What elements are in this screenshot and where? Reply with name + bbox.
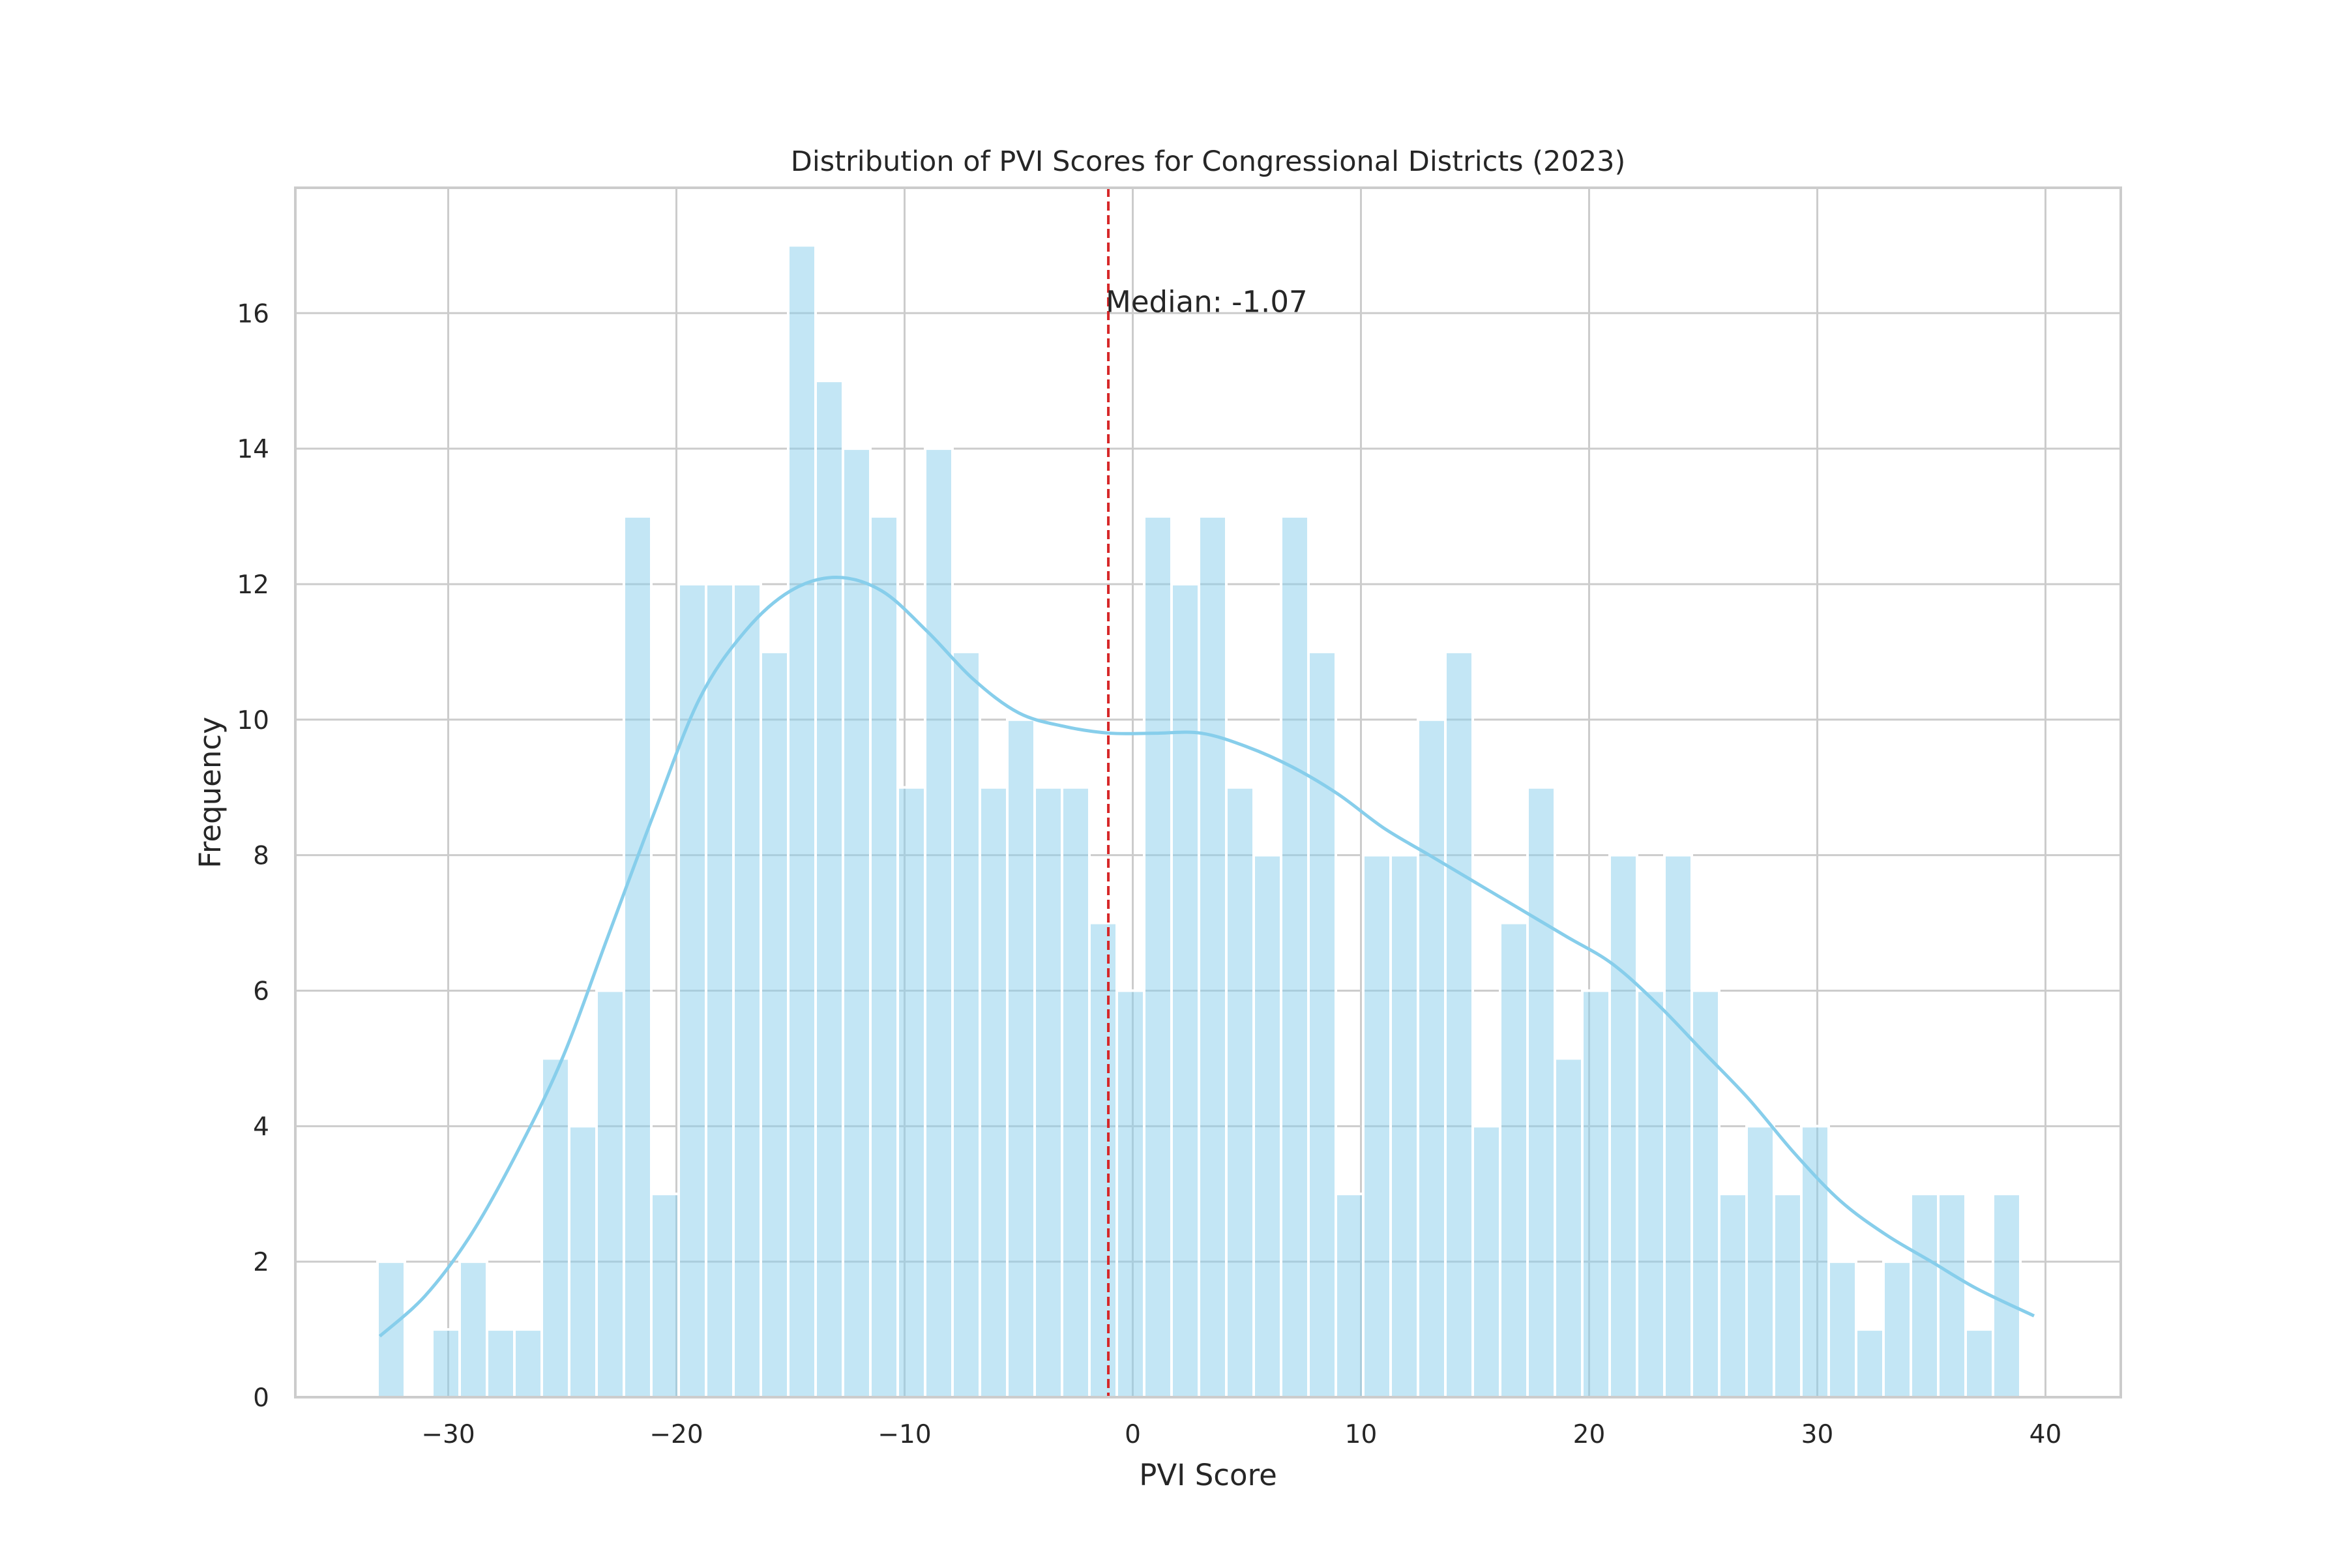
x-tick-label: −20 <box>649 1420 703 1449</box>
y-tick-label: 6 <box>253 977 269 1006</box>
histogram-bar <box>1855 1328 1885 1399</box>
histogram-bar <box>595 989 625 1398</box>
chart-title: Distribution of PVI Scores for Congressi… <box>791 145 1626 178</box>
histogram-bar <box>1636 989 1666 1398</box>
histogram-bar <box>1143 515 1173 1398</box>
y-tick-label: 4 <box>253 1112 269 1142</box>
histogram-bar <box>760 650 790 1398</box>
histogram-bar <box>1252 853 1282 1398</box>
histogram-bar <box>1225 786 1255 1399</box>
histogram-bar <box>814 379 844 1398</box>
y-tick-label: 14 <box>237 435 269 464</box>
histogram-bar <box>1335 1192 1365 1399</box>
x-tick-label: −10 <box>878 1420 931 1449</box>
histogram-bar <box>924 447 954 1398</box>
histogram-bar <box>650 1192 680 1399</box>
histogram-bar <box>1006 718 1036 1398</box>
histogram-bar <box>458 1260 488 1398</box>
histogram-bar <box>677 582 707 1398</box>
x-tick-label: 0 <box>1125 1420 1141 1449</box>
histogram-bar <box>1198 515 1228 1398</box>
histogram-bar <box>1663 853 1693 1398</box>
histogram-bar <box>1115 989 1145 1398</box>
histogram-bar <box>568 1125 598 1398</box>
histogram-bar <box>1280 515 1310 1398</box>
histogram-bar <box>1992 1192 2022 1399</box>
histogram-bar <box>1499 921 1529 1399</box>
y-tick-label: 10 <box>237 706 269 735</box>
histogram-bar <box>1910 1192 1940 1399</box>
y-axis-ticks: 0 2 4 6 8 10 12 14 16 <box>237 299 269 1413</box>
histogram-bar <box>1526 786 1556 1399</box>
histogram-bar <box>1690 989 1720 1398</box>
histogram-bar <box>376 1260 406 1398</box>
x-axis-ticks: −30 −20 −10 0 10 20 30 40 <box>421 1420 2061 1449</box>
histogram-bars <box>376 244 2022 1399</box>
histogram-bar <box>513 1328 543 1399</box>
histogram-bar <box>1773 1192 1803 1399</box>
y-tick-label: 2 <box>253 1248 269 1277</box>
histogram-bar <box>1827 1260 1857 1398</box>
kde-curve <box>378 576 2035 1338</box>
x-axis-label: PVI Score <box>1139 1458 1277 1492</box>
histogram-bar <box>787 244 817 1398</box>
histogram-bar <box>1444 650 1474 1398</box>
x-tick-label: −30 <box>421 1420 475 1449</box>
histogram-bar <box>1745 1125 1775 1398</box>
histogram-bar <box>732 582 762 1398</box>
histogram-bar <box>1088 921 1118 1399</box>
y-tick-label: 0 <box>253 1383 269 1413</box>
x-tick-label: 40 <box>2030 1420 2062 1449</box>
histogram-bar <box>1718 1192 1748 1399</box>
x-tick-label: 30 <box>1801 1420 1834 1449</box>
histogram-bar <box>1964 1328 1994 1399</box>
y-axis-label: Frequency <box>193 717 228 868</box>
histogram-bar <box>1061 786 1091 1399</box>
histogram-bar <box>896 786 926 1399</box>
histogram-bar <box>1608 853 1638 1398</box>
histogram-bar <box>979 786 1009 1399</box>
histogram-bar <box>1417 718 1447 1398</box>
plot-frame <box>294 186 2122 1398</box>
histogram-bar <box>431 1328 461 1399</box>
median-annotation: Median: -1.07 <box>1106 285 1308 319</box>
histogram-bar <box>1307 650 1337 1398</box>
histogram-bar <box>705 582 735 1398</box>
histogram-bar <box>1170 582 1200 1398</box>
histogram-bar <box>486 1328 516 1399</box>
histogram-bar <box>1554 1057 1584 1399</box>
x-tick-label: 10 <box>1345 1420 1378 1449</box>
histogram-bar <box>1581 989 1611 1398</box>
histogram-bar <box>1389 853 1419 1398</box>
x-tick-label: 20 <box>1573 1420 1606 1449</box>
y-tick-label: 12 <box>237 570 269 600</box>
histogram-bar <box>951 650 981 1398</box>
histogram-bar <box>1882 1260 1912 1398</box>
histogram-bar <box>1033 786 1063 1399</box>
histogram-bar <box>1362 853 1392 1398</box>
histogram-bar <box>1937 1192 1967 1399</box>
histogram-bar <box>869 515 899 1398</box>
y-tick-label: 8 <box>253 842 269 871</box>
y-tick-label: 16 <box>237 299 269 329</box>
histogram-bar <box>1471 1125 1501 1398</box>
histogram-bar <box>540 1057 570 1399</box>
kde-layer <box>378 576 2035 1338</box>
histogram-bar <box>623 515 653 1398</box>
histogram-bar <box>842 447 872 1398</box>
